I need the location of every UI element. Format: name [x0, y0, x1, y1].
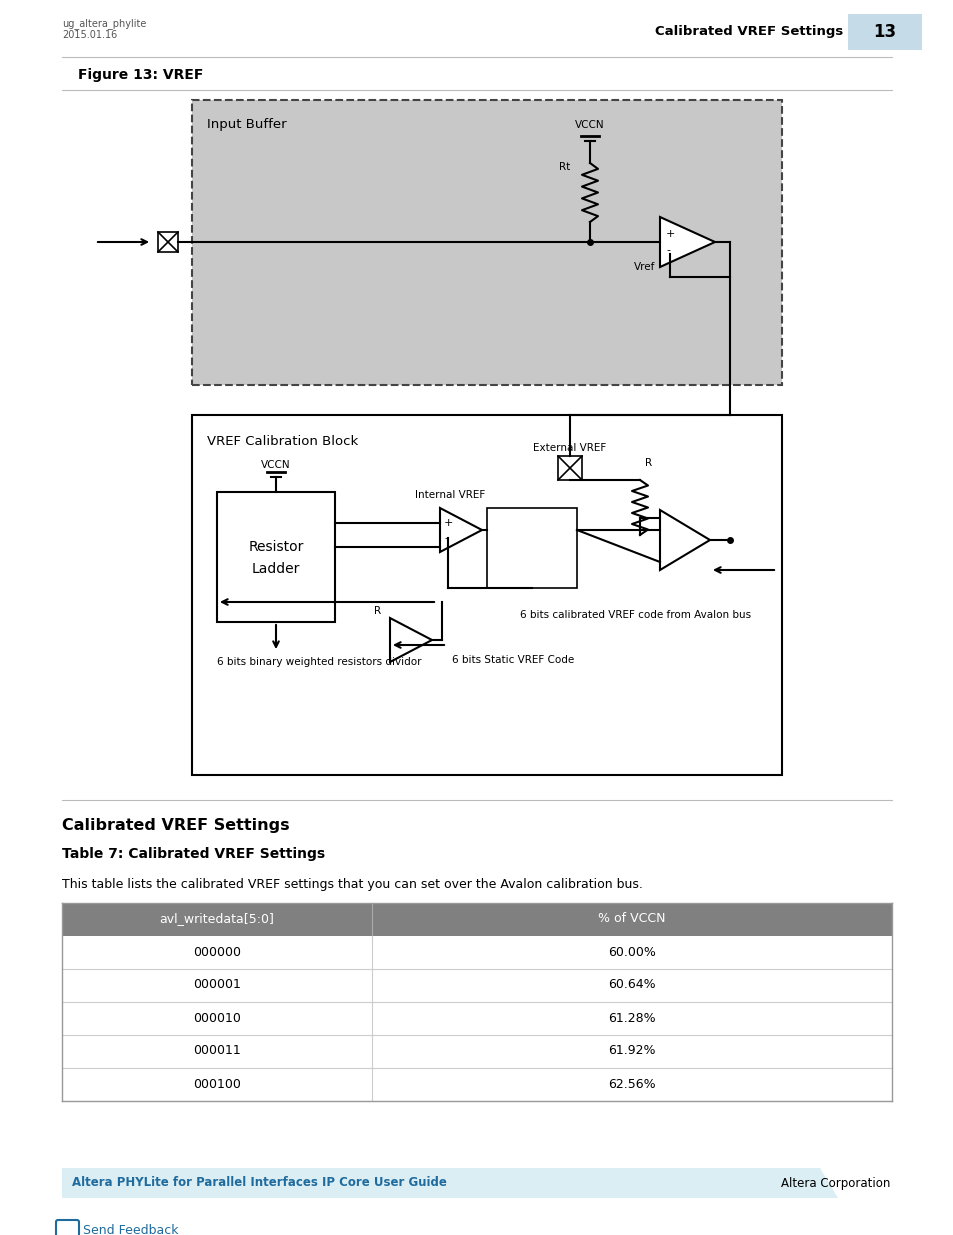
Text: 000011: 000011 [193, 1045, 240, 1057]
Text: 62.56%: 62.56% [608, 1077, 655, 1091]
Text: 2015.01.16: 2015.01.16 [62, 30, 117, 40]
Text: 000010: 000010 [193, 1011, 241, 1025]
Bar [558, 456, 581, 480]
Text: +: + [443, 517, 453, 529]
Polygon shape [62, 1168, 837, 1198]
Text: 000000: 000000 [193, 946, 241, 958]
Bar [192, 415, 781, 776]
Text: 6 bits calibrated VREF code from Avalon bus: 6 bits calibrated VREF code from Avalon … [519, 610, 750, 620]
Text: Altera Corporation: Altera Corporation [780, 1177, 889, 1189]
Text: 6 bits Static VREF Code: 6 bits Static VREF Code [452, 655, 574, 664]
Text: External VREF: External VREF [533, 443, 606, 453]
Text: Calibrated VREF Settings: Calibrated VREF Settings [654, 26, 842, 38]
Bar [192, 100, 781, 385]
Bar [62, 903, 891, 936]
Text: 000100: 000100 [193, 1077, 241, 1091]
Polygon shape [659, 217, 714, 267]
Text: Rt: Rt [558, 162, 569, 172]
Text: R: R [374, 606, 381, 616]
Text: Send Feedback: Send Feedback [83, 1224, 178, 1235]
Text: VCCN: VCCN [261, 459, 291, 471]
Text: Vref: Vref [633, 262, 655, 272]
Bar [158, 232, 178, 252]
Text: ug_altera_phylite: ug_altera_phylite [62, 19, 146, 28]
Text: VCCN: VCCN [575, 120, 604, 130]
Bar [62, 1002, 891, 1035]
Text: -: - [665, 245, 669, 254]
Bar [62, 1068, 891, 1100]
Text: avl_writedata[5:0]: avl_writedata[5:0] [159, 913, 274, 925]
Text: Internal VREF: Internal VREF [415, 490, 485, 500]
Polygon shape [659, 510, 709, 571]
Text: % of VCCN: % of VCCN [598, 913, 665, 925]
Polygon shape [439, 508, 481, 552]
Text: Table 7: Calibrated VREF Settings: Table 7: Calibrated VREF Settings [62, 847, 325, 861]
Text: This table lists the calibrated VREF settings that you can set over the Avalon c: This table lists the calibrated VREF set… [62, 878, 642, 890]
Text: 60.00%: 60.00% [607, 946, 656, 958]
Text: VREF Calibration Block: VREF Calibration Block [207, 435, 358, 448]
Text: Figure 13: VREF: Figure 13: VREF [78, 68, 203, 82]
Text: +: + [665, 228, 675, 240]
Bar [62, 936, 891, 969]
Bar [486, 508, 577, 588]
Text: R: R [644, 458, 652, 468]
Bar [62, 969, 891, 1002]
Polygon shape [390, 618, 432, 662]
Text: 61.92%: 61.92% [608, 1045, 655, 1057]
Text: 60.64%: 60.64% [608, 978, 655, 992]
FancyBboxPatch shape [56, 1220, 79, 1235]
Text: 6 bits binary weighted resistors dividor: 6 bits binary weighted resistors dividor [216, 657, 421, 667]
Bar [847, 14, 921, 49]
Text: Calibrated VREF Settings: Calibrated VREF Settings [62, 818, 290, 832]
Text: Input Buffer: Input Buffer [207, 119, 286, 131]
Text: 61.28%: 61.28% [608, 1011, 655, 1025]
Text: -: - [443, 534, 448, 543]
Text: Resistor: Resistor [248, 540, 303, 555]
Bar [62, 1035, 891, 1068]
Text: 13: 13 [873, 23, 896, 41]
Text: Ladder: Ladder [252, 562, 300, 576]
Bar [216, 492, 335, 622]
Text: 000001: 000001 [193, 978, 241, 992]
Text: Altera PHYLite for Parallel Interfaces IP Core User Guide: Altera PHYLite for Parallel Interfaces I… [71, 1177, 446, 1189]
